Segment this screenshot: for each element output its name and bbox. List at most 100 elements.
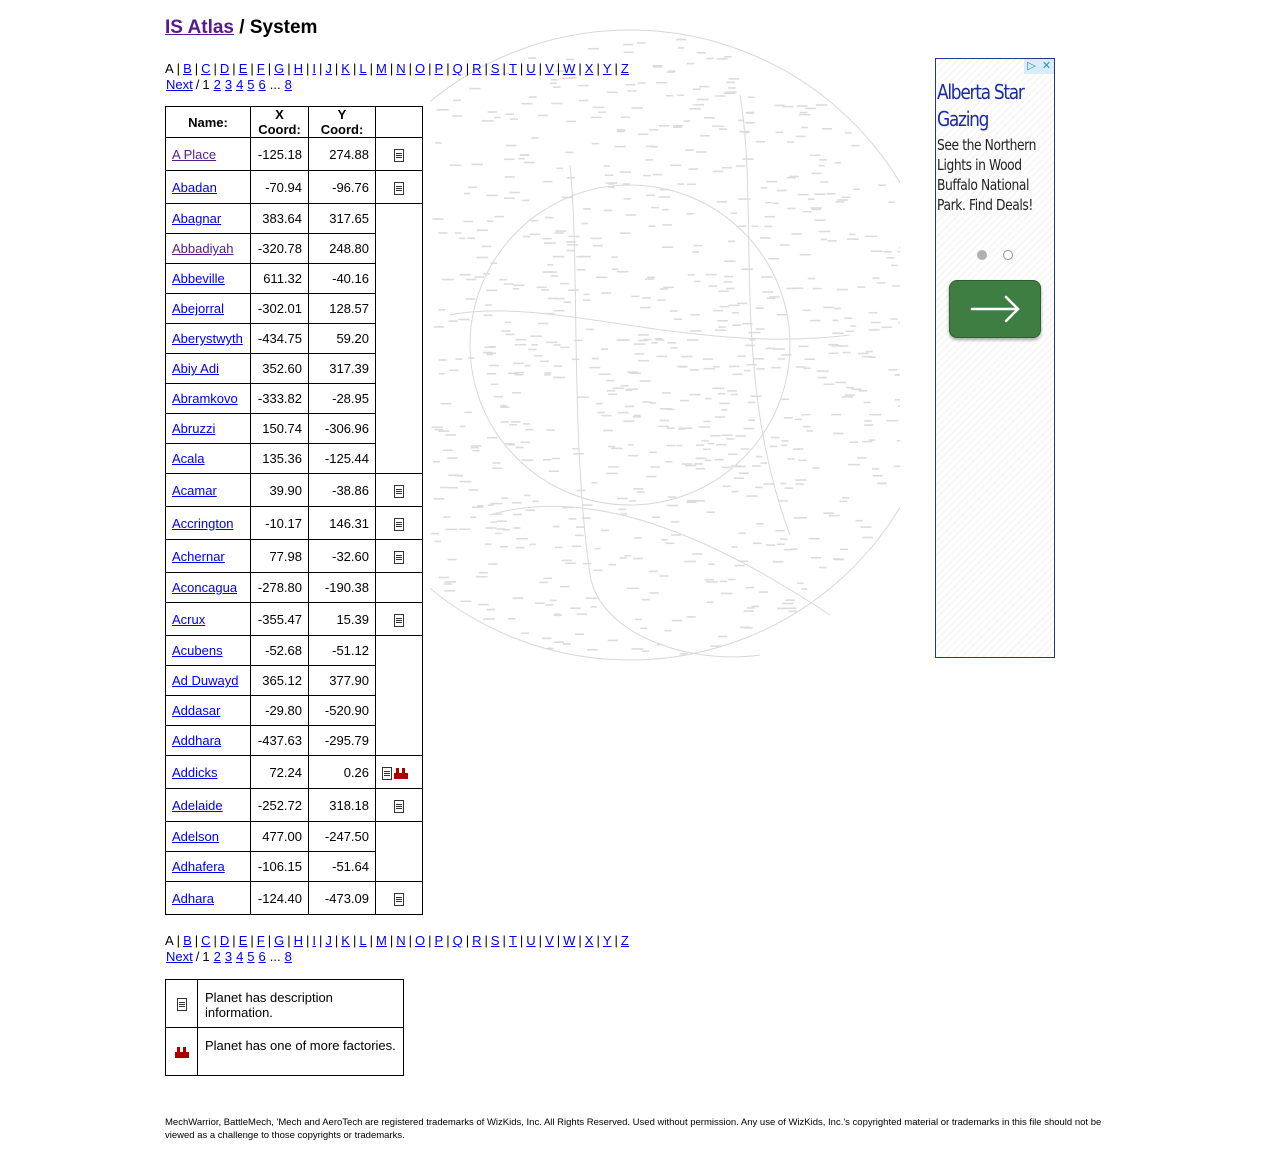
system-link[interactable]: Acala xyxy=(172,451,205,466)
page-link-3[interactable]: 3 xyxy=(224,949,233,964)
system-link[interactable]: Ad Duwayd xyxy=(172,673,239,688)
system-link[interactable]: Abruzzi xyxy=(172,421,216,436)
letter-link-e[interactable]: E xyxy=(238,933,248,948)
system-link[interactable]: Adelson xyxy=(172,829,219,844)
letter-link-v[interactable]: V xyxy=(545,933,554,948)
page-link-6[interactable]: 6 xyxy=(258,77,266,92)
letter-link-p[interactable]: P xyxy=(434,933,444,948)
letter-link-m[interactable]: M xyxy=(375,61,387,76)
document-icon[interactable] xyxy=(394,613,404,627)
letter-link-k[interactable]: K xyxy=(341,933,350,948)
letter-link-r[interactable]: R xyxy=(472,61,482,76)
letter-link-w[interactable]: W xyxy=(563,933,576,948)
ad-carousel-dot[interactable] xyxy=(1003,250,1013,260)
system-link[interactable]: Adhara xyxy=(172,890,214,906)
letter-link-i[interactable]: I xyxy=(312,933,317,948)
document-icon[interactable] xyxy=(394,799,404,813)
is-atlas-link[interactable]: IS Atlas xyxy=(165,17,234,38)
letter-link-p[interactable]: P xyxy=(434,61,444,76)
ad-body[interactable]: See the Northern Lights in Wood Buffalo … xyxy=(937,136,1037,214)
system-link[interactable]: Abadan xyxy=(172,179,217,195)
page-link-2[interactable]: 2 xyxy=(213,949,221,964)
system-link[interactable]: Adelaide xyxy=(172,797,223,813)
letter-link-d[interactable]: D xyxy=(219,933,230,948)
system-link[interactable]: Addasar xyxy=(172,703,221,718)
system-link[interactable]: Adhafera xyxy=(172,859,225,874)
letter-link-g[interactable]: G xyxy=(274,933,285,948)
letter-link-c[interactable]: C xyxy=(201,933,211,948)
letter-link-q[interactable]: Q xyxy=(452,61,463,76)
system-link[interactable]: Abbeville xyxy=(172,271,225,286)
letter-link-h[interactable]: H xyxy=(293,61,303,76)
page-link-6[interactable]: 6 xyxy=(258,949,266,964)
letter-link-x[interactable]: X xyxy=(584,61,594,76)
system-link[interactable]: Acamar xyxy=(172,482,217,498)
ad-carousel-dot-active[interactable] xyxy=(977,250,987,260)
advertisement[interactable]: ▷ ✕ Alberta Star Gazing See the Northern… xyxy=(935,58,1055,658)
letter-link-o[interactable]: O xyxy=(415,933,426,948)
next-page-link[interactable]: Next xyxy=(166,77,193,92)
system-link[interactable]: A Place xyxy=(172,146,217,162)
letter-link-u[interactable]: U xyxy=(526,61,536,76)
letter-link-i[interactable]: I xyxy=(312,61,317,76)
page-link-4[interactable]: 4 xyxy=(236,77,244,92)
letter-link-v[interactable]: V xyxy=(545,61,554,76)
system-link[interactable]: Accrington xyxy=(172,515,234,531)
letter-link-y[interactable]: Y xyxy=(602,61,612,76)
next-page-link[interactable]: Next xyxy=(166,949,193,964)
letter-link-l[interactable]: L xyxy=(359,61,367,76)
letter-link-b[interactable]: B xyxy=(183,933,192,948)
letter-link-t[interactable]: T xyxy=(508,61,517,76)
system-link[interactable]: Acrux xyxy=(172,611,206,627)
ad-arrow-button[interactable] xyxy=(949,280,1041,338)
letter-link-g[interactable]: G xyxy=(274,61,285,76)
letter-link-f[interactable]: F xyxy=(256,933,265,948)
letter-link-y[interactable]: Y xyxy=(602,933,612,948)
letter-link-t[interactable]: T xyxy=(508,933,517,948)
letter-link-s[interactable]: S xyxy=(490,61,500,76)
document-icon[interactable] xyxy=(382,766,392,780)
page-link-5[interactable]: 5 xyxy=(247,77,255,92)
system-link[interactable]: Abramkovo xyxy=(172,391,238,406)
page-link-8[interactable]: 8 xyxy=(284,77,292,92)
letter-link-s[interactable]: S xyxy=(490,933,500,948)
ad-info-icon[interactable]: ▷ xyxy=(1024,59,1039,74)
letter-link-m[interactable]: M xyxy=(375,933,387,948)
letter-link-n[interactable]: N xyxy=(396,61,406,76)
system-link[interactable]: Acubens xyxy=(172,643,223,658)
system-link[interactable]: Addhara xyxy=(172,733,222,748)
letter-link-u[interactable]: U xyxy=(526,933,536,948)
letter-link-c[interactable]: C xyxy=(201,61,211,76)
system-link[interactable]: Aconcagua xyxy=(172,580,238,595)
factory-icon[interactable] xyxy=(394,767,408,779)
system-link[interactable]: Aberystwyth xyxy=(172,331,243,346)
page-link-2[interactable]: 2 xyxy=(213,77,221,92)
system-link[interactable]: Abiy Adi xyxy=(172,361,219,376)
letter-link-k[interactable]: K xyxy=(341,61,350,76)
system-link[interactable]: Abejorral xyxy=(172,301,225,316)
document-icon[interactable] xyxy=(394,148,404,162)
letter-link-z[interactable]: Z xyxy=(620,61,629,76)
document-icon[interactable] xyxy=(394,517,404,531)
letter-link-l[interactable]: L xyxy=(359,933,367,948)
page-link-4[interactable]: 4 xyxy=(236,949,244,964)
document-icon[interactable] xyxy=(394,892,404,906)
document-icon[interactable] xyxy=(394,484,404,498)
letter-link-j[interactable]: J xyxy=(325,61,332,76)
letter-link-d[interactable]: D xyxy=(219,61,230,76)
letter-link-b[interactable]: B xyxy=(183,61,192,76)
letter-link-h[interactable]: H xyxy=(293,933,303,948)
letter-link-z[interactable]: Z xyxy=(620,933,629,948)
page-link-5[interactable]: 5 xyxy=(247,949,255,964)
letter-link-w[interactable]: W xyxy=(563,61,576,76)
ad-close-icon[interactable]: ✕ xyxy=(1039,59,1054,74)
page-link-3[interactable]: 3 xyxy=(224,77,233,92)
ad-choices[interactable]: ▷ ✕ xyxy=(1024,59,1054,74)
document-icon[interactable] xyxy=(394,550,404,564)
letter-link-e[interactable]: E xyxy=(238,61,248,76)
letter-link-q[interactable]: Q xyxy=(452,933,463,948)
letter-link-n[interactable]: N xyxy=(396,933,406,948)
letter-link-j[interactable]: J xyxy=(325,933,332,948)
system-link[interactable]: Addicks xyxy=(172,764,218,780)
document-icon[interactable] xyxy=(394,181,404,195)
